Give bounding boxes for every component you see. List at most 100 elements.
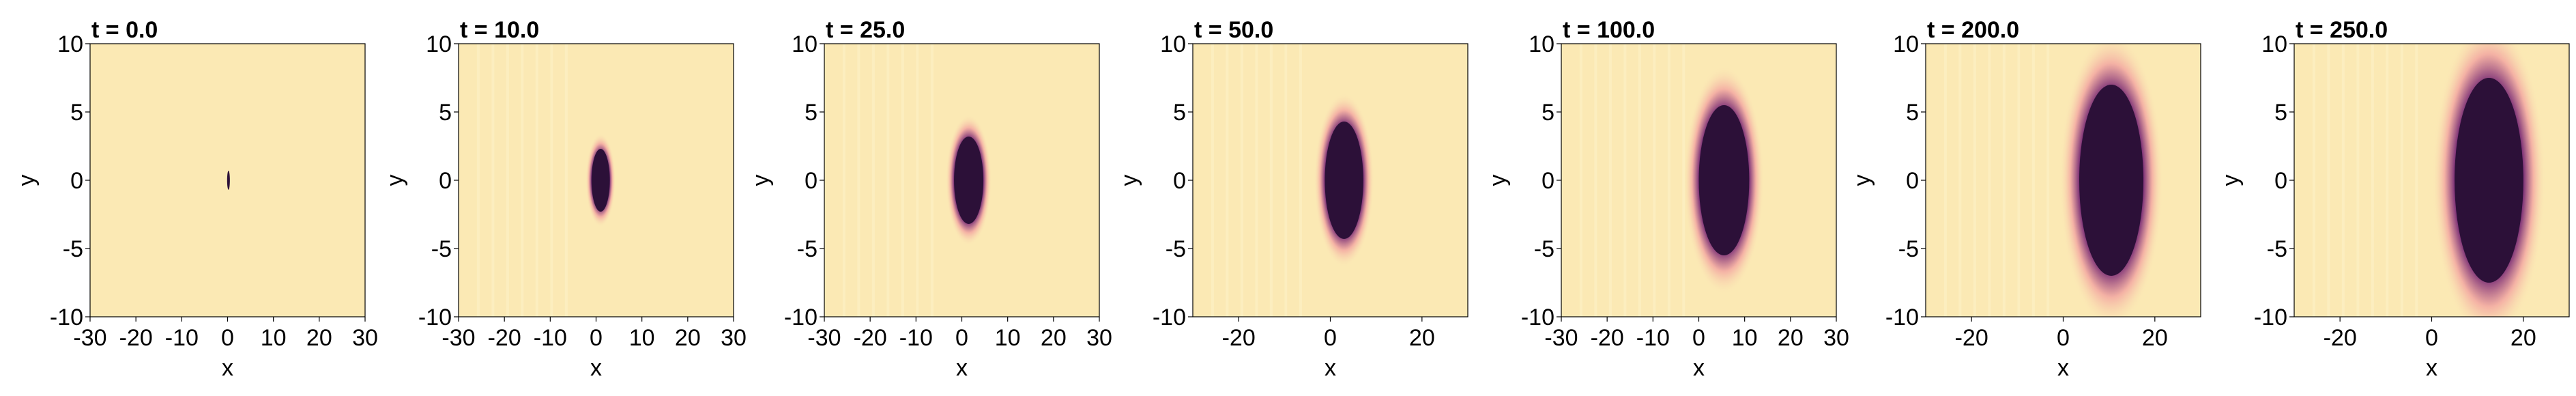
wave-streak	[2356, 44, 2360, 317]
y-tick-label: 10	[1160, 31, 1186, 57]
y-tick-label: -5	[1166, 236, 1186, 262]
y-tick-label: 0	[1542, 168, 1554, 194]
y-tick-label: -5	[797, 236, 817, 262]
wave-streak	[1284, 44, 1288, 317]
y-axis-label: y	[382, 175, 408, 186]
wave-streak	[2312, 44, 2315, 317]
panel-2: -30 -20 -10 0 10 20 30 -10 -5 0 5 10 t = 25.0 x y	[748, 17, 1112, 381]
blob-core	[2455, 78, 2523, 283]
x-tick-label: 10	[995, 325, 1021, 351]
wave-streak	[1943, 44, 1947, 317]
x-tick-label: -30	[442, 325, 475, 351]
panel-3: -20 0 20 -10 -5 0 5 10 t = 50.0 x y	[1116, 17, 1468, 381]
panel-6: -20 0 20 -10 -5 0 5 10 t = 250.0 x y	[2218, 17, 2570, 381]
x-tick-label: -10	[534, 325, 567, 351]
wave-streak	[1255, 44, 1258, 317]
wave-streak	[1988, 44, 1991, 317]
x-axis-label: x	[2426, 355, 2437, 381]
wave-streak	[857, 44, 860, 317]
x-tick-label: 30	[352, 325, 378, 351]
y-tick-label: 0	[70, 168, 83, 194]
wave-streak	[1579, 44, 1582, 317]
y-axis-label: y	[1116, 175, 1142, 186]
panel-1: -30 -20 -10 0 10 20 30 -10 -5 0 5 10 t = 10.0 x y	[382, 17, 747, 381]
y-tick-label: 5	[2274, 100, 2287, 126]
wave-streak	[2415, 44, 2418, 317]
x-axis-label: x	[2057, 355, 2069, 381]
wave-streak	[1958, 44, 1962, 317]
x-tick-label: -20	[119, 325, 153, 351]
panel-title: t = 50.0	[1194, 17, 1273, 43]
wave-streak	[1973, 44, 1976, 317]
x-axis-label: x	[956, 355, 968, 381]
wave-streak	[2017, 44, 2021, 317]
blob-core	[591, 149, 610, 212]
wave-streak	[842, 44, 845, 317]
blob-core	[1698, 105, 1750, 255]
panel-title: t = 10.0	[460, 17, 539, 43]
x-tick-label: -20	[1591, 325, 1624, 351]
blob-core	[1325, 122, 1363, 239]
x-tick-label: -30	[1544, 325, 1578, 351]
wave-streak	[476, 44, 480, 317]
wave-streak	[1682, 44, 1685, 317]
y-tick-label: -5	[1534, 236, 1554, 262]
x-tick-label: 20	[675, 325, 701, 351]
panel-title: t = 100.0	[1563, 17, 1655, 43]
y-axis-label: y	[748, 175, 774, 186]
y-tick-label: 5	[70, 100, 83, 126]
y-tick-label: -10	[784, 305, 817, 330]
panel-title: t = 25.0	[826, 17, 905, 43]
y-tick-label: 5	[1173, 100, 1186, 126]
wave-streak	[1667, 44, 1670, 317]
blob-core	[227, 171, 230, 190]
x-tick-label: -10	[899, 325, 933, 351]
x-tick-label: -30	[807, 325, 841, 351]
y-tick-label: 5	[439, 100, 452, 126]
y-tick-label: -10	[1885, 305, 1919, 330]
x-tick-label: 30	[1086, 325, 1112, 351]
wave-streak	[2002, 44, 2006, 317]
wave-streak	[2400, 44, 2403, 317]
y-tick-label: -10	[50, 305, 83, 330]
y-tick-label: -5	[2267, 236, 2287, 262]
x-tick-label: 20	[1409, 325, 1435, 351]
x-tick-label: 20	[306, 325, 332, 351]
y-axis-label: y	[14, 175, 40, 186]
y-tick-label: 5	[1542, 100, 1554, 126]
wave-streak	[1623, 44, 1627, 317]
x-tick-label: -10	[165, 325, 199, 351]
x-tick-label: 0	[2425, 325, 2438, 351]
wave-streak	[886, 44, 890, 317]
y-tick-label: -5	[431, 236, 452, 262]
y-tick-label: 0	[805, 168, 817, 194]
x-tick-label: 30	[721, 325, 747, 351]
x-tick-label: 0	[1324, 325, 1337, 351]
panels: -30 -20 -10 0 10 20 30 -10 -5 0 5 10 t = 0.0 x y -30 -20…	[14, 17, 2570, 381]
y-tick-label: 0	[1906, 168, 1919, 194]
wave-streak	[2371, 44, 2374, 317]
panel-title: t = 250.0	[2296, 17, 2388, 43]
wave-streak	[1226, 44, 1229, 317]
y-tick-label: 0	[2274, 168, 2287, 194]
y-tick-label: 5	[1906, 100, 1919, 126]
panel-4: -30 -20 -10 0 10 20 30 -10 -5 0 5 10 t = 100.0 x y	[1485, 17, 1849, 381]
x-tick-label: 20	[2142, 325, 2168, 351]
wave-streak	[2046, 44, 2050, 317]
x-tick-label: 0	[2057, 325, 2070, 351]
wave-streak	[535, 44, 538, 317]
wave-streak	[506, 44, 509, 317]
y-axis-label: y	[1849, 175, 1875, 186]
x-tick-label: -10	[1636, 325, 1670, 351]
wave-streak	[550, 44, 553, 317]
x-tick-label: -20	[488, 325, 521, 351]
x-tick-label: 30	[1823, 325, 1849, 351]
x-tick-label: 10	[629, 325, 655, 351]
y-tick-label: 10	[2261, 31, 2287, 57]
y-tick-label: -5	[1898, 236, 1919, 262]
panel-5: -20 0 20 -10 -5 0 5 10 t = 200.0 x y	[1849, 17, 2201, 381]
x-axis-label: x	[1325, 355, 1336, 381]
panel-title: t = 200.0	[1927, 17, 2019, 43]
wave-streak	[901, 44, 904, 317]
